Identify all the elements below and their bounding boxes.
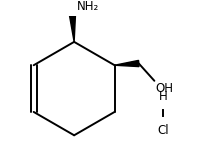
Polygon shape [69,14,76,42]
Text: H: H [159,90,168,103]
Text: NH₂: NH₂ [77,0,99,13]
Text: Cl: Cl [158,124,169,137]
Polygon shape [114,60,139,67]
Text: OH: OH [155,82,173,95]
